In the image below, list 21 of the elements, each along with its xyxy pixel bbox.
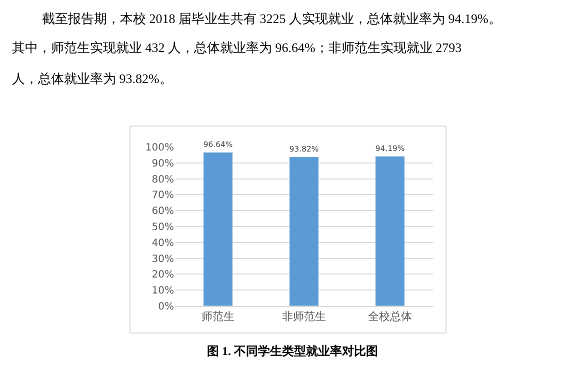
y-tick-label: 30% — [152, 254, 174, 265]
data-label: 96.64% — [203, 140, 233, 150]
x-tick-label: 师范生 — [202, 310, 234, 324]
text: 其中，师范生实现就业 432 人，总体就业率为 96.64%；非师范生实现就业 2793 — [12, 40, 462, 55]
data-label: 93.82% — [289, 144, 319, 154]
y-tick-label: 60% — [152, 206, 174, 218]
y-tick-label: 0% — [158, 302, 174, 312]
data-label: 94.19% — [375, 144, 405, 153]
y-tick-label: 40% — [152, 238, 174, 249]
text: 截至报告期，本校 2018 届毕业生共有 3225 人实现就业，总体就业率为 94.19%。 — [42, 11, 502, 26]
y-tick-label: 20% — [152, 270, 174, 281]
y-tick-label: 80% — [152, 174, 174, 186]
text: 人，总体就业率为 93.82%。 — [12, 71, 172, 86]
y-tick-label: 10% — [152, 286, 174, 297]
x-tick-label: 全校总体 — [368, 310, 412, 324]
y-tick-label: 90% — [152, 158, 174, 170]
y-tick-label: 100% — [145, 142, 174, 154]
y-tick-label: 50% — [152, 222, 174, 233]
y-tick-label: 70% — [152, 190, 174, 202]
text: 图 1. 不同学生类型就业率对比图 — [207, 344, 378, 358]
x-tick-label: 非师范生 — [282, 310, 326, 324]
